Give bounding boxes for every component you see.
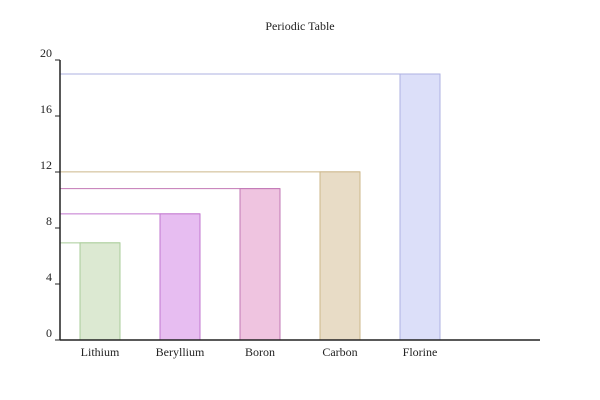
category-label-florine: Florine [403, 345, 438, 359]
y-tick-label: 0 [46, 326, 52, 340]
y-tick-label: 16 [40, 102, 52, 116]
category-label-boron: Boron [245, 345, 275, 359]
category-labels: Lithium Beryllium Boron Carbon Florine [81, 345, 438, 359]
category-label-lithium: Lithium [81, 345, 120, 359]
y-tick-label: 12 [40, 158, 52, 172]
bar-lithium [79, 242, 121, 341]
y-tick-label: 4 [46, 270, 52, 284]
category-label-beryllium: Beryllium [156, 345, 205, 359]
bars [79, 73, 441, 341]
y-tick-label: 20 [40, 46, 52, 60]
y-axis-ticks: 0 4 8 12 16 20 [40, 46, 60, 341]
value-guide-lines [60, 73, 440, 244]
bar-boron [239, 188, 281, 341]
bar-beryllium [159, 213, 201, 341]
bar-carbon [319, 171, 361, 341]
category-label-carbon: Carbon [322, 345, 357, 359]
y-tick-label: 8 [46, 214, 52, 228]
bar-florine [399, 73, 441, 341]
chart-title: Periodic Table [265, 19, 334, 33]
